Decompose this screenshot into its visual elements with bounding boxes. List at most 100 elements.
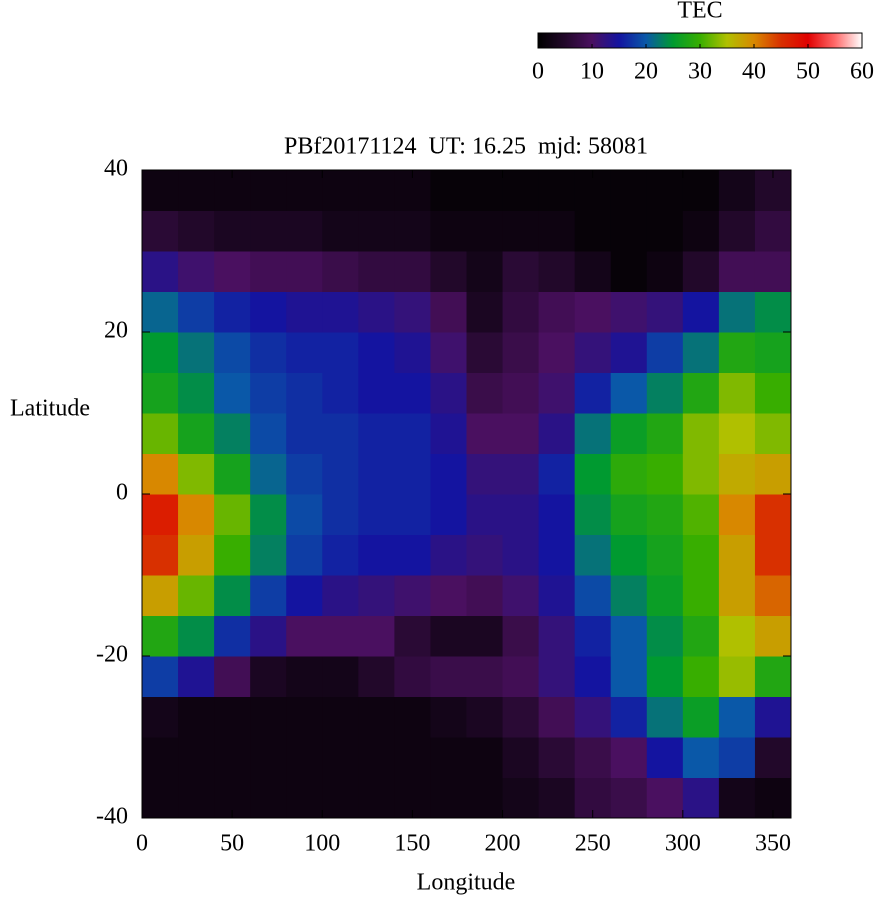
heatmap-cell [754, 615, 792, 657]
colorbar-strip [606, 33, 608, 48]
heatmap-cell [610, 737, 648, 778]
heatmap-cell [322, 696, 359, 738]
heatmap-cell [214, 494, 251, 535]
colorbar-strip [686, 33, 688, 48]
heatmap-cell [538, 575, 576, 616]
colorbar-strip [724, 33, 726, 48]
colorbar-strip [687, 33, 689, 48]
heatmap-cell [502, 291, 540, 333]
colorbar-strip [781, 33, 783, 48]
colorbar-strip [851, 33, 853, 48]
heatmap-cell [718, 413, 756, 454]
colorbar-strip [638, 33, 640, 48]
colorbar-tick-label: 20 [634, 59, 658, 85]
colorbar-strip [852, 33, 854, 48]
colorbar-tick-label: 50 [796, 59, 820, 85]
heatmap-cell [574, 413, 612, 454]
heatmap-cell [718, 777, 756, 819]
colorbar-strip [756, 33, 758, 48]
colorbar-strip [799, 33, 801, 48]
heatmap-cell [574, 372, 612, 414]
heatmap-cell [286, 575, 323, 616]
heatmap-cell [286, 291, 323, 333]
colorbar-strip [568, 33, 570, 48]
heatmap-cell [214, 534, 251, 576]
colorbar-strip [628, 33, 630, 48]
heatmap-cell [466, 696, 504, 738]
heatmap-cell [754, 291, 792, 333]
colorbar-strip [796, 33, 798, 48]
colorbar-strip [772, 33, 774, 48]
heatmap-cell [502, 251, 540, 292]
heatmap-cell [466, 372, 504, 414]
heatmap-cell [358, 656, 395, 697]
heatmap-cell [538, 210, 576, 252]
colorbar-strip [613, 33, 615, 48]
heatmap-cell [502, 656, 540, 697]
colorbar-strip [749, 33, 751, 48]
heatmap-cell [142, 210, 179, 252]
heatmap-cell [178, 210, 215, 252]
colorbar-strip [583, 33, 585, 48]
colorbar-strip [601, 33, 603, 48]
heatmap-cell [322, 615, 359, 657]
heatmap-cell [394, 210, 431, 252]
heatmap-cell [178, 251, 215, 292]
heatmap-cell [430, 413, 467, 454]
colorbar-strip [667, 33, 669, 48]
heatmap-cell [646, 777, 684, 819]
colorbar-strip [833, 33, 835, 48]
colorbar-strip [759, 33, 761, 48]
colorbar-strip [719, 33, 721, 48]
colorbar-strip [680, 33, 682, 48]
colorbar-strip [631, 33, 633, 48]
heatmap-cell [718, 453, 756, 495]
colorbar-strip [545, 33, 547, 48]
colorbar-strip [764, 33, 766, 48]
colorbar-strip [815, 33, 817, 48]
colorbar-strip [845, 33, 847, 48]
colorbar-strip [748, 33, 750, 48]
heatmap-cell [286, 656, 323, 697]
heatmap-cell [358, 575, 395, 616]
colorbar-strip [838, 33, 840, 48]
colorbar-strip [588, 33, 590, 48]
colorbar-strip [821, 33, 823, 48]
heatmap-cell [682, 494, 720, 535]
colorbar-strip [828, 33, 830, 48]
colorbar-strip [738, 33, 740, 48]
colorbar-strip [777, 33, 779, 48]
colorbar-strip [752, 33, 754, 48]
colorbar-strip [640, 33, 642, 48]
heatmap-cell [610, 656, 648, 697]
colorbar-strip [670, 33, 672, 48]
heatmap-cell [358, 494, 395, 535]
heatmap-cell [502, 494, 540, 535]
colorbar-strip [840, 33, 842, 48]
heatmap-cell [286, 777, 323, 819]
heatmap-cell [214, 696, 251, 738]
heatmap-cell [718, 170, 756, 211]
colorbar-strip [648, 33, 650, 48]
heatmap-cell [718, 696, 756, 738]
chart-title: PBf20171124 UT: 16.25 mjd: 58081 [284, 134, 648, 160]
colorbar-strip [770, 33, 772, 48]
heatmap-cell [718, 615, 756, 657]
heatmap-cell [214, 413, 251, 454]
heatmap-cell [286, 615, 323, 657]
colorbar-strip [645, 33, 647, 48]
colorbar-strip [657, 33, 659, 48]
heatmap-cell [502, 777, 540, 819]
heatmap-cell [394, 737, 431, 778]
colorbar-strip [703, 33, 705, 48]
heatmap-cell [358, 453, 395, 495]
colorbar-strip [575, 33, 577, 48]
heatmap-cell [322, 251, 359, 292]
heatmap-cell [286, 332, 323, 373]
colorbar-strip [696, 33, 698, 48]
heatmap-cell [250, 656, 287, 697]
colorbar-strip [739, 33, 741, 48]
heatmap-cell [610, 170, 648, 211]
heatmap-cell [682, 291, 720, 333]
heatmap-cell [394, 656, 431, 697]
